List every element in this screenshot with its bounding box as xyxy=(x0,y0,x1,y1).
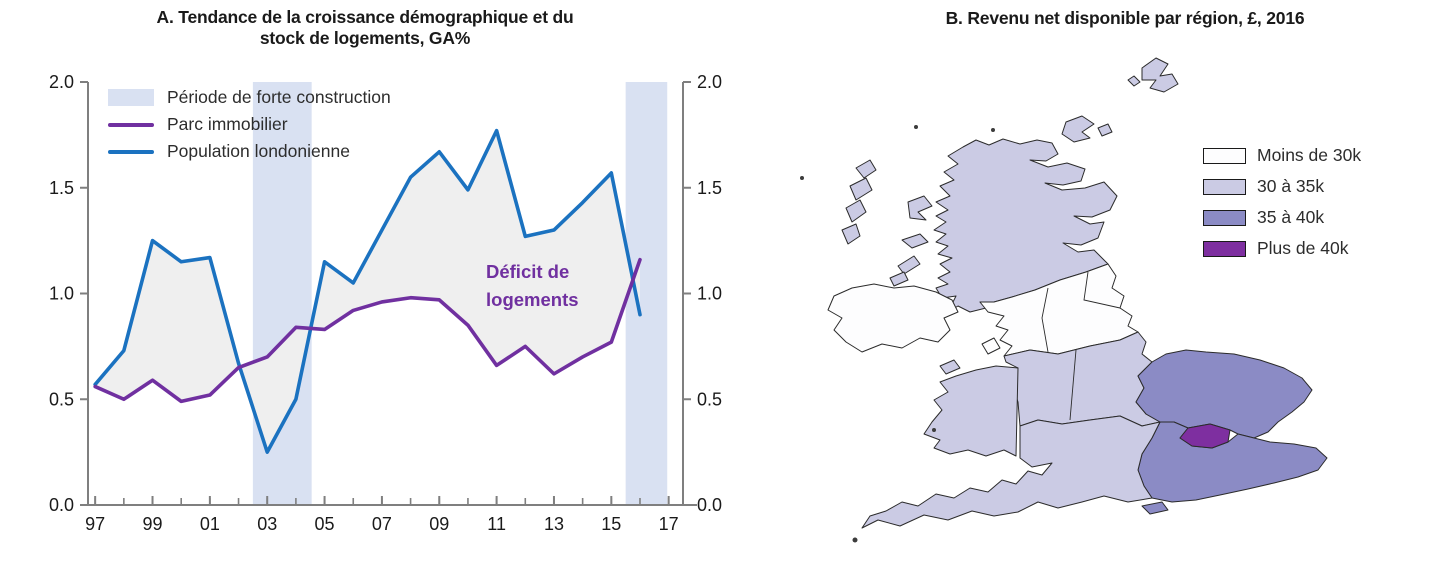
panel-a-line-chart: 0.0 0.0 0.5 0.5 1.0 1.0 1.5 1.5 2.0 2.0 97 99 01 03 05… xyxy=(49,72,722,534)
region-border-northeast-yorkshire xyxy=(1083,271,1121,309)
region-london xyxy=(1179,423,1231,449)
region-south-west xyxy=(861,415,1161,529)
map-legend-item-over-40k: Plus de 40k xyxy=(1203,233,1361,264)
legend-item-housing-stock: Parc immobilier xyxy=(108,111,391,138)
small-island-dot xyxy=(800,176,804,180)
region-border-midlands-split xyxy=(1069,349,1077,421)
x-tick-label: 97 xyxy=(85,514,105,534)
region-inner-hebrides xyxy=(889,195,933,287)
y-tick-label: 1.0 xyxy=(697,284,722,304)
region-border-northwest xyxy=(1041,287,1049,353)
construction-band-swatch xyxy=(108,89,154,106)
legend-label: Moins de 30k xyxy=(1257,145,1362,165)
y-tick-label: 1.5 xyxy=(49,178,74,198)
map-legend-item-35-40k: 35 à 40k xyxy=(1203,202,1361,233)
region-outer-hebrides xyxy=(841,159,877,245)
band-over-40k-swatch xyxy=(1203,240,1246,257)
band-30-35k-swatch xyxy=(1203,178,1246,195)
region-anglesey xyxy=(939,359,961,375)
panel-b-title: B. Revenu net disponible par région, £, … xyxy=(945,8,1305,28)
region-isle-of-wight xyxy=(1141,501,1169,515)
x-tick-label: 15 xyxy=(601,514,621,534)
y-tick-label: 1.5 xyxy=(697,178,722,198)
region-northern-ireland xyxy=(827,283,959,353)
legend-item-london-population: Population londonienne xyxy=(108,138,391,165)
region-wales xyxy=(923,365,1019,457)
y-tick-label: 2.0 xyxy=(697,72,722,92)
uk-choropleth-map xyxy=(800,57,1328,543)
y-tick-label: 1.0 xyxy=(49,284,74,304)
x-tick-label: 13 xyxy=(544,514,564,534)
y-tick-label: 0.0 xyxy=(697,495,722,515)
legend-label: 35 à 40k xyxy=(1257,207,1325,227)
small-island-dot xyxy=(932,428,936,432)
london-population-line-swatch xyxy=(108,149,154,154)
region-shetland xyxy=(1127,57,1179,93)
region-south-east xyxy=(1137,421,1328,503)
legend-label: Parc immobilier xyxy=(167,114,288,134)
panel-a-legend: Période de forte construction Parc immob… xyxy=(108,84,391,165)
small-island-dot xyxy=(914,125,918,129)
region-east-of-england xyxy=(1135,349,1313,439)
x-tick-label: 07 xyxy=(372,514,392,534)
legend-label: 30 à 35k xyxy=(1257,176,1325,196)
x-tick-label: 09 xyxy=(429,514,449,534)
x-tick-label: 17 xyxy=(659,514,679,534)
small-island-dot xyxy=(991,128,995,132)
region-orkney xyxy=(1061,115,1113,143)
region-isle-of-man xyxy=(981,337,1001,355)
y-tick-label: 0.5 xyxy=(697,389,722,409)
series-line-london-population xyxy=(93,128,642,454)
x-tick-label: 11 xyxy=(487,514,506,534)
legend-label: Population londonienne xyxy=(167,141,350,161)
region-north-england xyxy=(979,263,1139,357)
x-tick-label: 03 xyxy=(257,514,277,534)
small-island-dot xyxy=(852,537,858,543)
panel-b-legend: Moins de 30k 30 à 35k 35 à 40k Plus de 4… xyxy=(1203,140,1361,264)
band-35-40k-swatch xyxy=(1203,209,1246,226)
map-legend-item-under-30k: Moins de 30k xyxy=(1203,140,1361,171)
deficit-fill-area xyxy=(95,130,640,453)
housing-deficit-annotation: Déficit de logements xyxy=(486,261,579,310)
y-tick-label: 0.0 xyxy=(49,495,74,515)
series-line-housing-stock xyxy=(93,257,642,404)
x-tick-label: 05 xyxy=(315,514,335,534)
legend-item-construction-period: Période de forte construction xyxy=(108,84,391,111)
x-tick-label: 99 xyxy=(143,514,163,534)
housing-stock-line-swatch xyxy=(108,122,154,127)
construction-period-band xyxy=(625,82,668,505)
panel-a-title: A. Tendance de la croissance démographiq… xyxy=(156,7,574,48)
x-tick-label: 01 xyxy=(200,514,220,534)
y-tick-label: 2.0 xyxy=(49,72,74,92)
band-under-30k-swatch xyxy=(1203,147,1246,164)
legend-label: Période de forte construction xyxy=(167,87,391,107)
y-tick-label: 0.5 xyxy=(49,389,74,409)
legend-label: Plus de 40k xyxy=(1257,238,1349,258)
map-legend-item-30-35k: 30 à 35k xyxy=(1203,171,1361,202)
